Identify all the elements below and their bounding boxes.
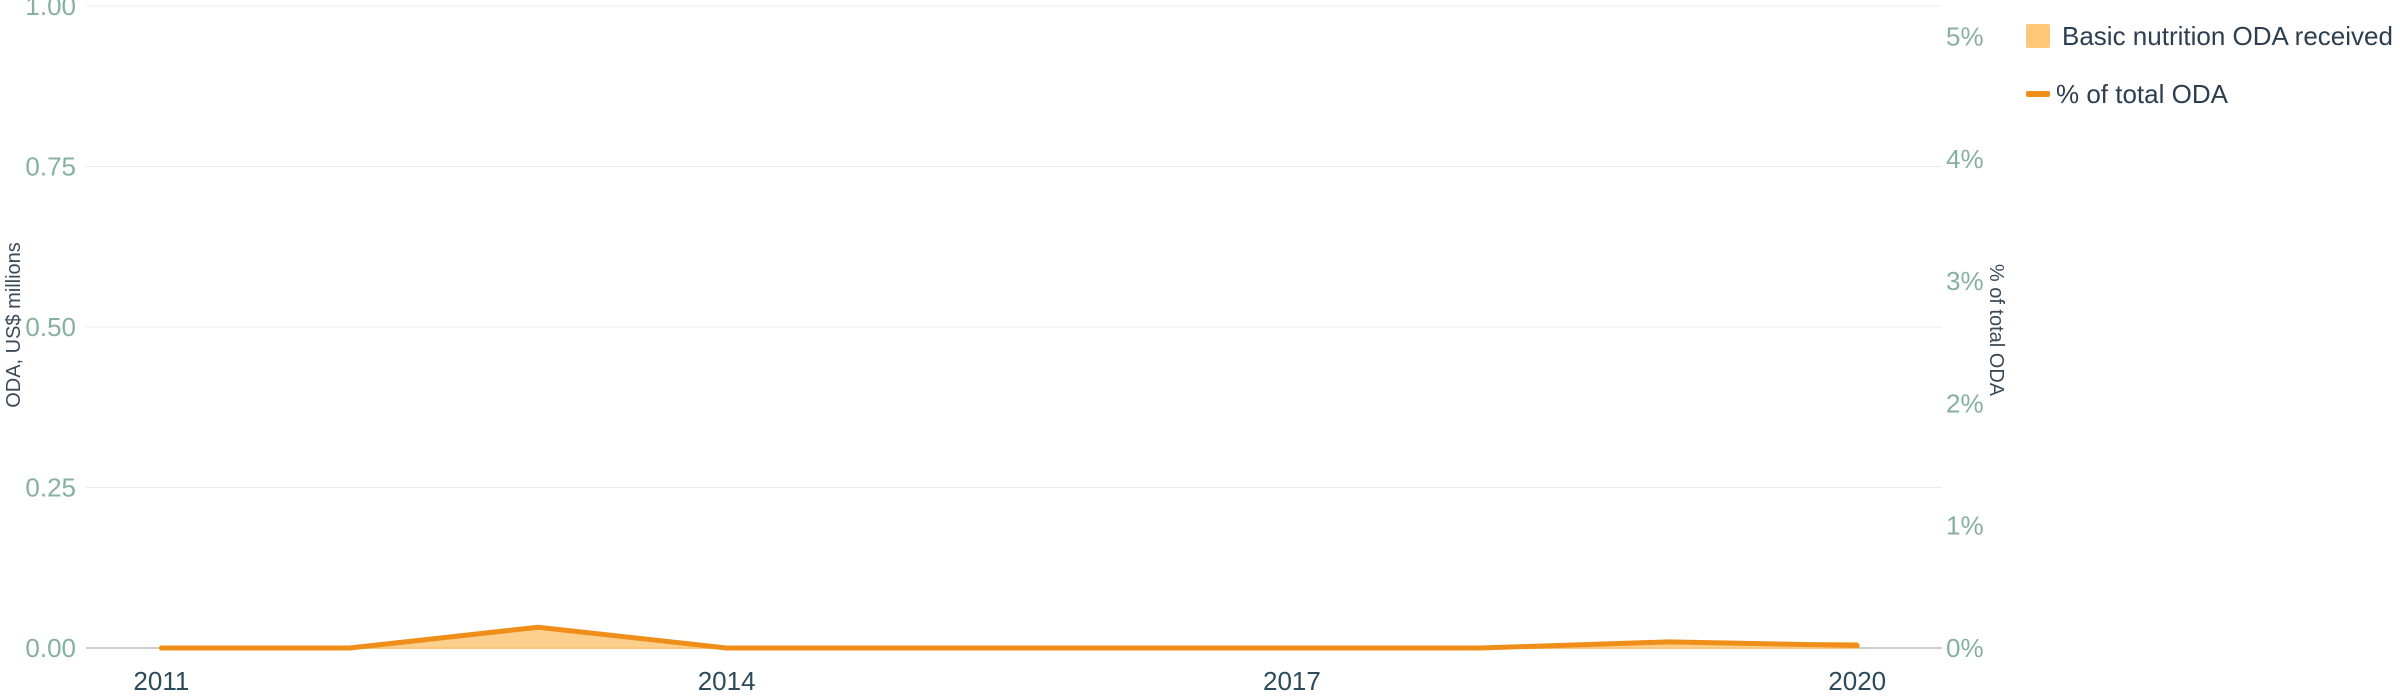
- x-tick-label: 2011: [133, 666, 189, 696]
- legend-swatch-line: [2026, 91, 2050, 97]
- y-axis-right: 0% 1% 2% 3% 4% 5%: [1946, 22, 1984, 663]
- x-axis: 2011 2014 2017 2020: [133, 666, 1886, 696]
- x-tick-label: 2017: [1263, 666, 1321, 696]
- legend-swatch-area: [2026, 24, 2050, 48]
- legend[interactable]: Basic nutrition ODA received % of total …: [2026, 21, 2393, 109]
- x-tick-label: 2020: [1828, 666, 1886, 696]
- y-tick-label: 0.50: [25, 312, 76, 342]
- legend-item-line[interactable]: % of total ODA: [2026, 79, 2229, 109]
- y2-tick-label: 2%: [1946, 388, 1984, 418]
- y-tick-label: 0.25: [25, 473, 76, 503]
- grid-lines: [86, 5, 1942, 649]
- y2-tick-label: 5%: [1946, 22, 1984, 52]
- y2-tick-label: 1%: [1946, 511, 1984, 541]
- y-axis-title: ODA, US$ millions: [3, 242, 25, 408]
- y-tick-label: 0.75: [25, 152, 76, 182]
- y2-tick-label: 0%: [1946, 633, 1984, 663]
- y2-tick-label: 3%: [1946, 266, 1984, 296]
- line-series: [158, 624, 1860, 651]
- legend-label-area: Basic nutrition ODA received: [2062, 21, 2393, 51]
- y-tick-label: 1.00: [25, 0, 76, 21]
- y2-tick-label: 4%: [1946, 144, 1984, 174]
- y-axis-left: 0.00 0.25 0.50 0.75 1.00: [25, 0, 76, 663]
- y2-axis-title: % of total ODA: [1985, 264, 2007, 397]
- legend-label-line: % of total ODA: [2056, 79, 2229, 109]
- x-tick-label: 2014: [698, 666, 756, 696]
- line-percent-total-oda: [158, 624, 1860, 651]
- y-tick-label: 0.00: [25, 633, 76, 663]
- legend-item-area[interactable]: Basic nutrition ODA received: [2026, 21, 2393, 51]
